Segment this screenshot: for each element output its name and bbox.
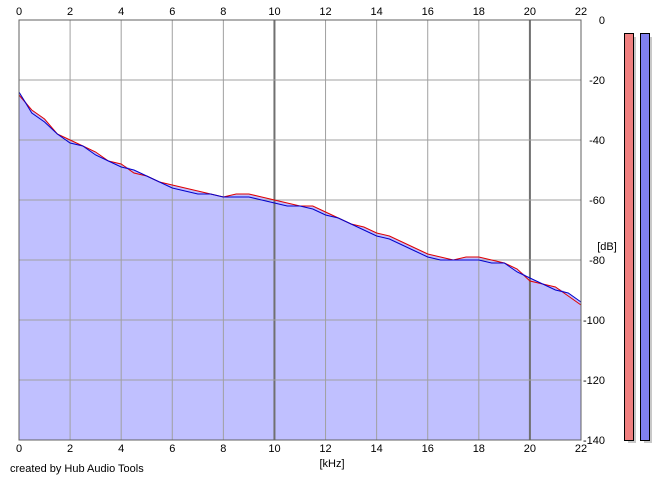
left-channel-meter xyxy=(624,33,634,441)
x-tick-label-top: 6 xyxy=(169,6,175,18)
x-tick-label-top: 14 xyxy=(371,6,383,18)
x-tick-label-bottom: 20 xyxy=(524,443,536,455)
x-tick-label-bottom: 8 xyxy=(220,443,226,455)
x-tick-label-top: 20 xyxy=(524,6,536,18)
x-tick-label-bottom: 2 xyxy=(67,443,73,455)
y-tick-label: -20 xyxy=(589,75,605,87)
y-tick-label: 0 xyxy=(599,15,605,27)
x-tick-label-top: 4 xyxy=(118,6,124,18)
x-axis-label: [kHz] xyxy=(319,458,344,470)
right-channel-meter xyxy=(640,33,650,441)
credit-text: created by Hub Audio Tools xyxy=(10,463,144,475)
x-tick-label-top: 22 xyxy=(575,6,587,18)
x-tick-label-top: 18 xyxy=(473,6,485,18)
x-tick-label-bottom: 22 xyxy=(575,443,587,455)
x-tick-label-bottom: 6 xyxy=(169,443,175,455)
x-tick-label-top: 16 xyxy=(422,6,434,18)
y-tick-label: -100 xyxy=(583,315,605,327)
y-tick-label: -40 xyxy=(589,135,605,147)
x-tick-label-bottom: 4 xyxy=(118,443,124,455)
x-tick-label-top: 12 xyxy=(319,6,331,18)
x-tick-label-bottom: 16 xyxy=(422,443,434,455)
y-tick-label: -140 xyxy=(583,435,605,447)
x-tick-label-bottom: 0 xyxy=(16,443,22,455)
y-axis-label: [dB] xyxy=(597,241,617,253)
x-tick-label-top: 2 xyxy=(67,6,73,18)
y-tick-label: -60 xyxy=(589,195,605,207)
x-tick-label-top: 0 xyxy=(16,6,22,18)
y-tick-label: -120 xyxy=(583,375,605,387)
plot-border xyxy=(18,19,582,441)
y-tick-label: -80 xyxy=(589,255,605,267)
x-tick-label-bottom: 14 xyxy=(371,443,383,455)
x-tick-label-bottom: 10 xyxy=(268,443,280,455)
x-tick-label-top: 10 xyxy=(268,6,280,18)
x-tick-label-bottom: 12 xyxy=(319,443,331,455)
x-tick-label-bottom: 18 xyxy=(473,443,485,455)
series-line-blue xyxy=(18,91,582,303)
x-tick-label-top: 8 xyxy=(220,6,226,18)
spectrum-fill xyxy=(19,92,581,440)
